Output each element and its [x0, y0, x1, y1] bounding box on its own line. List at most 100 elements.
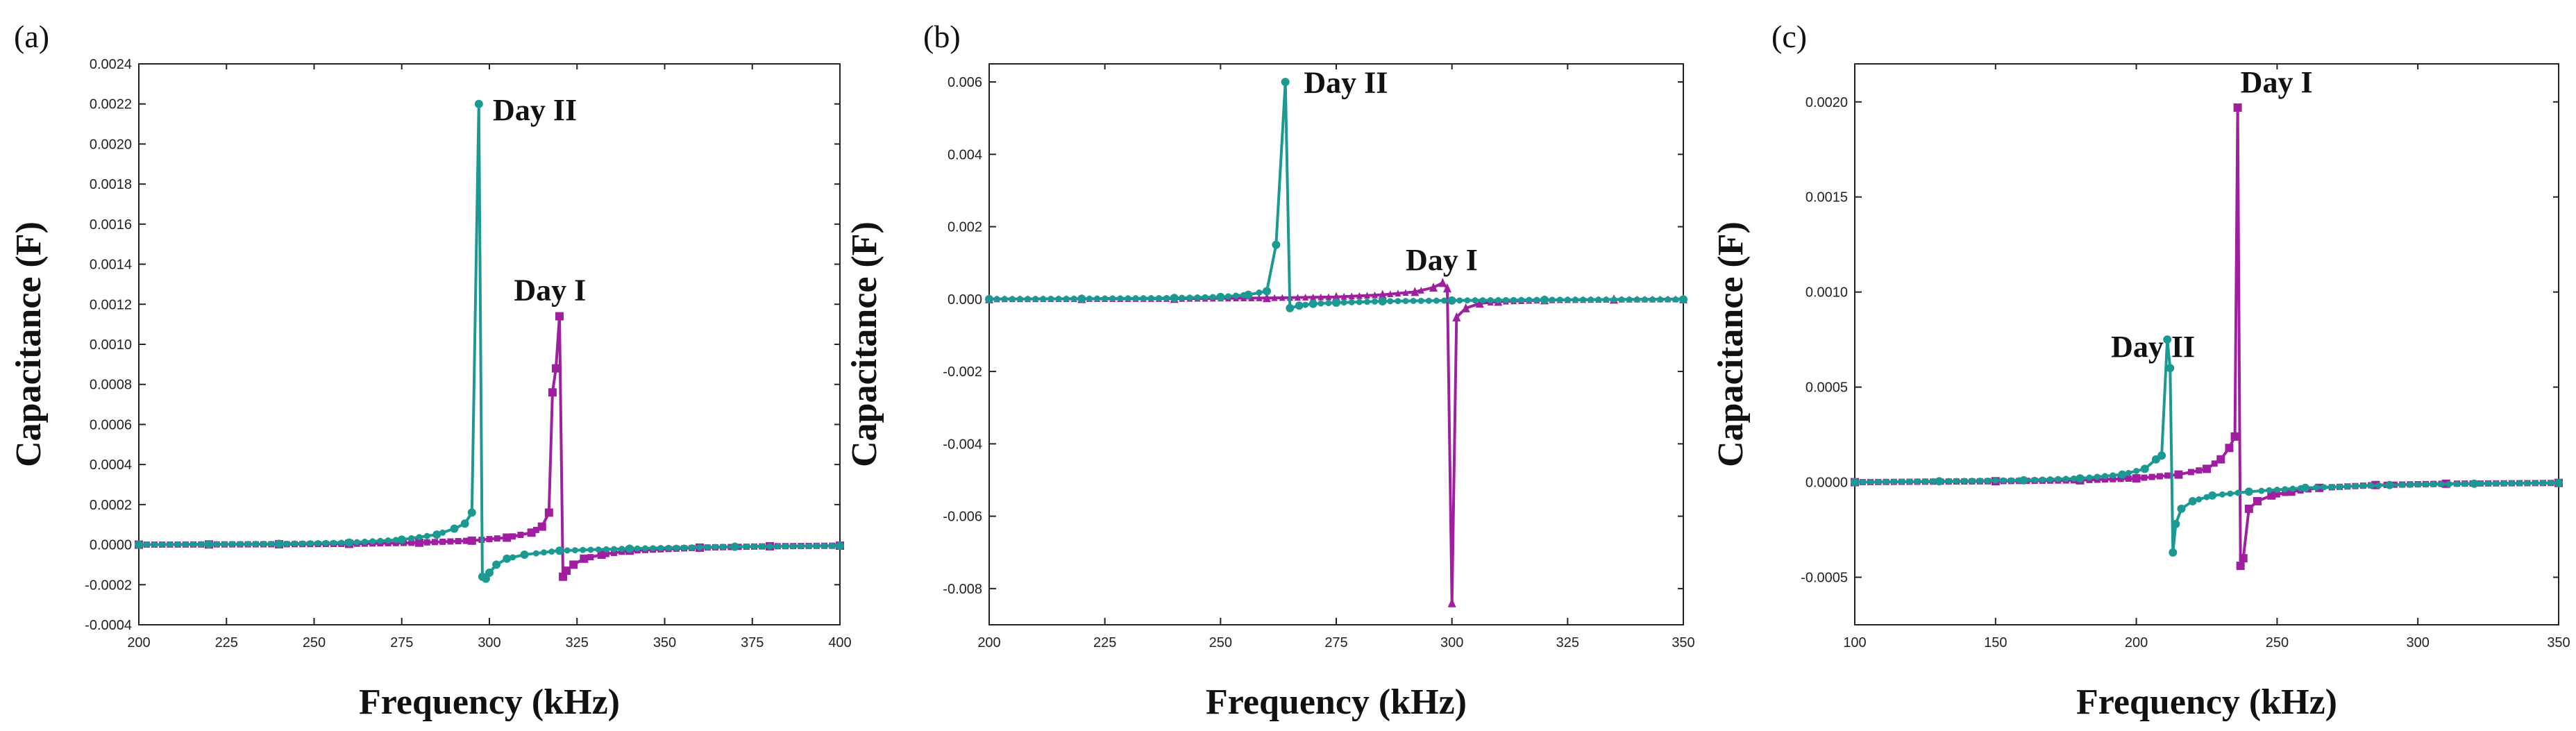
y-axis-label: Capacitance (F) — [9, 221, 49, 467]
x-tick-label: 300 — [1440, 635, 1463, 650]
data-point — [1155, 294, 1162, 301]
data-point — [1930, 478, 1937, 485]
data-point — [537, 522, 546, 531]
data-point — [2236, 562, 2245, 571]
annotation-day-i: Day I — [514, 274, 586, 308]
data-point — [392, 537, 399, 544]
data-point — [1487, 296, 1494, 303]
data-point — [1533, 296, 1540, 303]
data-point — [2385, 480, 2394, 489]
data-point — [1464, 297, 1471, 304]
data-point — [1402, 289, 1409, 296]
data-point — [2477, 480, 2484, 487]
y-tick-label: -0.008 — [943, 582, 982, 597]
data-point — [2102, 476, 2109, 483]
data-point — [307, 540, 314, 547]
data-point — [2430, 481, 2437, 488]
data-point — [611, 546, 618, 553]
data-point — [2485, 480, 2492, 487]
data-point — [1281, 78, 1290, 87]
data-point — [821, 542, 828, 549]
x-tick-label: 300 — [478, 635, 500, 650]
data-point — [2007, 477, 2014, 484]
data-point — [2289, 485, 2296, 492]
data-point — [1572, 296, 1579, 303]
data-point — [1417, 286, 1424, 294]
x-axis-label: Frequency (kHz) — [2076, 682, 2337, 722]
data-point — [1447, 296, 1456, 305]
x-tick-label: 350 — [1672, 635, 1694, 650]
data-point — [450, 524, 459, 533]
x-tick-label: 100 — [1843, 635, 1866, 650]
x-tick-label: 375 — [741, 635, 764, 650]
data-point — [720, 544, 727, 551]
data-point — [1372, 298, 1379, 305]
data-point — [751, 543, 758, 550]
data-point — [1117, 295, 1124, 302]
x-tick-label: 400 — [828, 635, 851, 650]
data-point — [625, 544, 634, 553]
data-point — [2244, 487, 2253, 496]
y-tick-label: -0.0002 — [85, 578, 132, 593]
data-point — [467, 536, 476, 545]
data-point — [985, 294, 993, 303]
data-point — [2516, 480, 2523, 487]
data-point — [2313, 484, 2320, 491]
data-point — [2216, 455, 2225, 464]
data-point — [2368, 482, 2375, 489]
data-point — [1549, 296, 1556, 303]
data-point — [2031, 476, 2038, 483]
data-point — [611, 549, 618, 556]
data-point — [2282, 486, 2289, 493]
data-point — [2321, 484, 2327, 491]
data-point — [190, 541, 197, 548]
data-point — [544, 508, 553, 517]
data-point — [2258, 487, 2265, 494]
data-point — [1194, 294, 1201, 301]
data-point — [1580, 296, 1587, 303]
data-point — [314, 539, 321, 546]
y-tick-label: 0.0016 — [90, 217, 132, 233]
data-point — [503, 533, 512, 542]
data-point — [1433, 297, 1440, 304]
data-point — [657, 544, 664, 551]
x-tick-label: 150 — [1984, 635, 2007, 650]
annotation-day-i: Day I — [2241, 65, 2313, 99]
data-point — [1109, 295, 1116, 302]
data-point — [174, 541, 181, 548]
data-point — [2239, 554, 2248, 563]
data-point — [2166, 364, 2175, 373]
data-point — [2070, 475, 2077, 482]
data-point — [1851, 478, 1859, 487]
y-tick-label: 0.0010 — [90, 337, 132, 353]
data-point — [689, 544, 696, 551]
data-point — [510, 554, 516, 561]
x-axis-label: Frequency (kHz) — [359, 682, 620, 722]
data-point — [494, 535, 500, 542]
data-point — [1016, 296, 1023, 303]
data-point — [641, 545, 648, 552]
data-point — [1526, 296, 1533, 303]
y-tick-label: 0.0002 — [90, 498, 132, 513]
data-point — [1510, 296, 1517, 303]
series-day-ii — [1851, 335, 2563, 557]
data-point — [1147, 295, 1154, 302]
x-tick-label: 350 — [653, 635, 676, 650]
data-point — [2282, 489, 2289, 496]
series-day-i — [135, 312, 844, 581]
data-point — [1633, 296, 1640, 303]
data-point — [1461, 303, 1470, 312]
data-point — [569, 560, 578, 569]
y-tick-label: 0.0022 — [90, 97, 132, 112]
data-point — [260, 541, 267, 548]
x-tick-label: 300 — [2407, 635, 2430, 650]
data-point — [2445, 480, 2452, 487]
data-point — [2454, 480, 2461, 487]
data-point — [2227, 490, 2234, 497]
data-point — [1890, 478, 1897, 485]
data-point — [2230, 432, 2239, 441]
y-axis-label: Capacitance (F) — [1711, 221, 1751, 467]
data-point — [361, 538, 368, 545]
data-point — [548, 548, 555, 555]
data-point — [1411, 287, 1420, 296]
